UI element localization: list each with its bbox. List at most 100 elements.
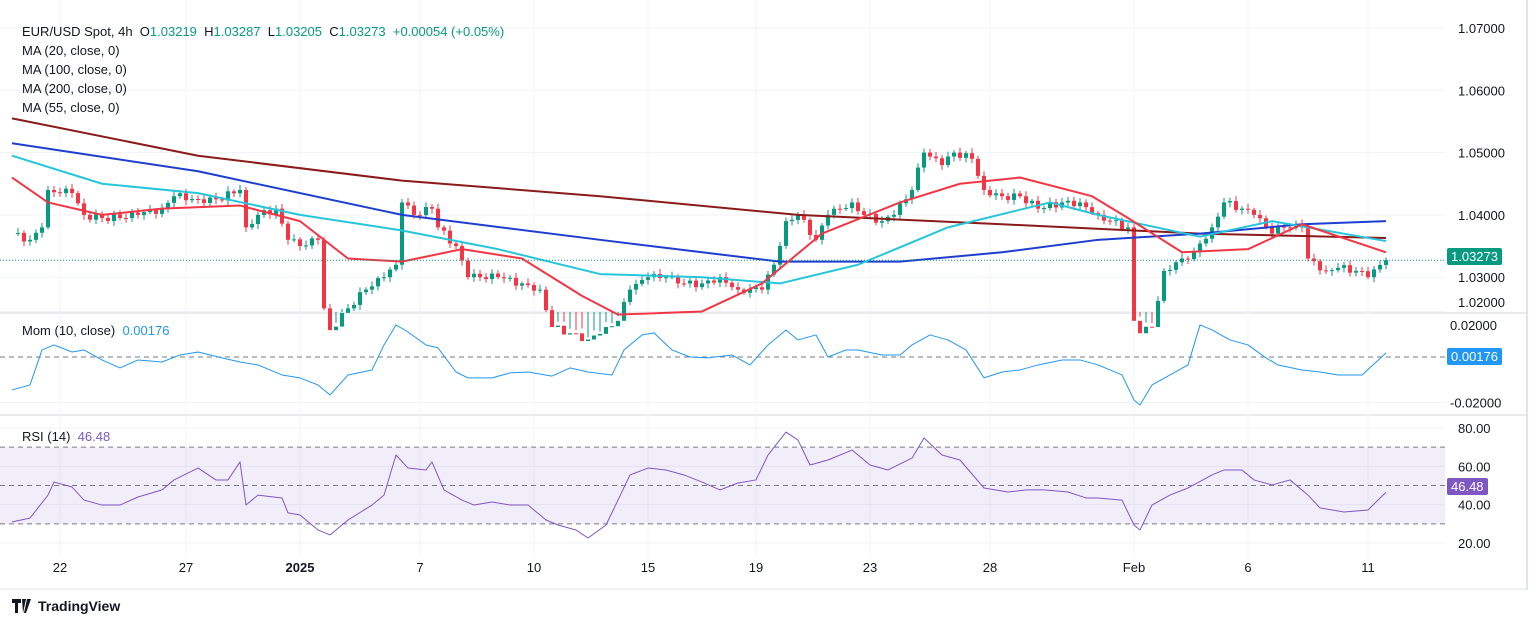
price-tick-label: 1.07000 xyxy=(1458,21,1505,36)
candle-body xyxy=(274,208,278,215)
price-tick-label: 1.03000 xyxy=(1458,270,1505,285)
candle-body xyxy=(58,192,62,194)
candle-body xyxy=(430,207,434,209)
candle-body xyxy=(832,208,836,215)
x-tick-label: 19 xyxy=(749,560,763,575)
candle-body xyxy=(412,205,416,215)
candle-body xyxy=(154,209,158,214)
candle-body xyxy=(1018,193,1022,197)
candle-body xyxy=(916,167,920,190)
candle-body xyxy=(418,214,422,216)
candle-body xyxy=(28,239,32,242)
candle-body xyxy=(112,214,116,221)
candle-body xyxy=(538,289,542,291)
candle-body xyxy=(1162,270,1166,301)
candle-body xyxy=(1288,227,1292,229)
ma100-legend[interactable]: MA (100, close, 0) xyxy=(22,62,127,77)
close-label: C xyxy=(329,24,339,39)
candle-body xyxy=(856,202,860,212)
candle-body xyxy=(394,264,398,270)
tradingview-logo[interactable]: TradingView xyxy=(12,598,120,614)
rsi-tag: 46.48 xyxy=(1447,478,1488,495)
candle-body xyxy=(910,189,914,200)
candle-body xyxy=(442,227,446,231)
open-value: 1.03219 xyxy=(149,24,197,39)
candle-body xyxy=(352,304,356,309)
candle-body xyxy=(1150,326,1154,328)
candle-body xyxy=(1330,270,1334,272)
ma55-legend[interactable]: MA (55, close, 0) xyxy=(22,100,120,115)
candle-body xyxy=(340,312,344,327)
candle-body xyxy=(502,277,506,279)
candle-body xyxy=(250,224,254,228)
x-tick-label: 10 xyxy=(527,560,541,575)
candle-body xyxy=(22,232,26,242)
candle-body xyxy=(526,283,530,286)
rsi-legend[interactable]: RSI (14) 46.48 xyxy=(22,429,110,444)
candle-body xyxy=(934,156,938,159)
candle-body xyxy=(550,310,554,328)
candle-body xyxy=(334,326,338,331)
rsi-tick-label: 40.00 xyxy=(1458,498,1491,513)
candle-body xyxy=(238,189,242,194)
candle-body xyxy=(1084,202,1088,208)
candle-body xyxy=(388,269,392,278)
candle-body xyxy=(1024,196,1028,204)
candle-body xyxy=(1306,227,1310,259)
ma20-legend[interactable]: MA (20, close, 0) xyxy=(22,43,120,58)
rsi-tick-label: 80.00 xyxy=(1458,421,1491,436)
candle-body xyxy=(346,308,350,313)
candle-body xyxy=(82,203,86,215)
candle-body xyxy=(76,193,80,204)
candle-body xyxy=(256,214,260,225)
candle-body xyxy=(130,212,134,219)
candle-body xyxy=(748,289,752,293)
candle-body xyxy=(304,245,308,247)
candle-body xyxy=(124,218,128,220)
price-tick-label: 1.02000 xyxy=(1458,295,1505,310)
candle-body xyxy=(808,219,812,235)
ma55-line xyxy=(11,154,1387,285)
candle-body xyxy=(142,212,146,215)
candle-body xyxy=(244,189,248,228)
candle-body xyxy=(358,292,362,305)
symbol-label: EUR/USD Spot, 4h xyxy=(22,24,133,39)
ma20-line xyxy=(11,176,1387,316)
momentum-legend[interactable]: Mom (10, close) 0.00176 xyxy=(22,323,169,338)
candle-body xyxy=(796,214,800,220)
candle-body xyxy=(148,209,152,213)
candle-body xyxy=(1240,208,1244,210)
x-tick-label: 28 xyxy=(983,560,997,575)
candle-body xyxy=(862,211,866,215)
candle-body xyxy=(1102,214,1106,221)
candle-body xyxy=(202,199,206,203)
candle-body xyxy=(178,193,182,197)
candle-body xyxy=(1120,220,1124,229)
candle-body xyxy=(640,279,644,284)
candle-body xyxy=(118,214,122,219)
candle-body xyxy=(448,230,452,244)
last-price-tag: 1.03273 xyxy=(1447,248,1502,265)
momentum-title: Mom (10, close) xyxy=(22,323,116,338)
candle-body xyxy=(1384,260,1388,265)
candle-body xyxy=(988,189,992,196)
tradingview-logo-icon xyxy=(12,599,31,613)
candle-body xyxy=(478,273,482,278)
candle-body xyxy=(1090,207,1094,214)
candle-body xyxy=(1132,227,1136,321)
candle-body xyxy=(1276,226,1280,234)
candle-body xyxy=(490,273,494,280)
candle-body xyxy=(574,333,578,335)
x-tick-label: 15 xyxy=(641,560,655,575)
price-legend: EUR/USD Spot, 4h O1.03219 H1.03287 L1.03… xyxy=(22,24,504,39)
ma200-legend[interactable]: MA (200, close, 0) xyxy=(22,81,127,96)
candle-body xyxy=(286,223,290,240)
candle-body xyxy=(220,199,224,201)
candle-body xyxy=(1192,252,1196,260)
candle-body xyxy=(622,302,626,321)
candle-body xyxy=(1108,220,1112,222)
candle-body xyxy=(838,208,842,210)
candle-body xyxy=(1228,201,1232,203)
